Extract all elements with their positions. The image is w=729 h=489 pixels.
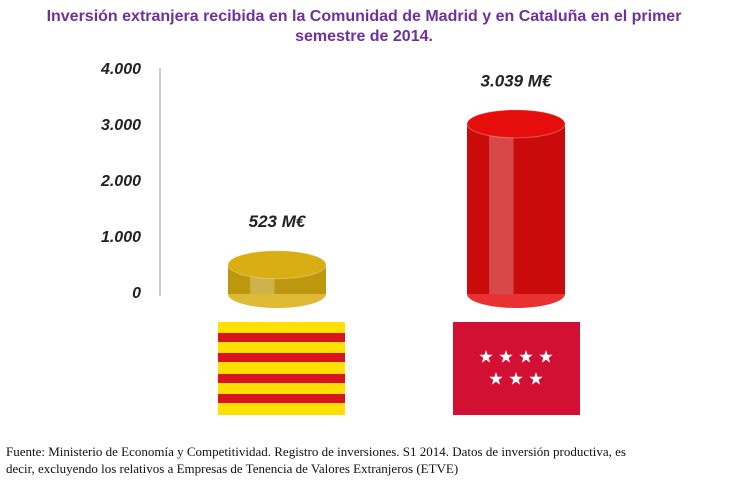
bar xyxy=(467,123,565,294)
bar-shine xyxy=(489,123,514,294)
value-label: 3.039 M€ xyxy=(481,71,553,90)
bar-top xyxy=(227,250,327,280)
catalonia-flag xyxy=(218,322,345,415)
chart-title: Inversión extranjera recibida en la Comu… xyxy=(47,8,682,45)
value-label: 523 M€ xyxy=(249,212,307,231)
y-tick-label: 3.000 xyxy=(101,117,141,134)
bar-top xyxy=(466,109,566,139)
y-tick-label: 0 xyxy=(132,285,141,302)
bar-shade xyxy=(467,123,565,294)
y-tick-label: 4.000 xyxy=(100,61,141,78)
madrid-flag xyxy=(453,322,580,415)
source-note: Fuente: Ministerio de Economía y Competi… xyxy=(6,444,626,476)
y-tick-label: 1.000 xyxy=(101,229,141,246)
y-tick-label: 2.000 xyxy=(100,173,141,190)
